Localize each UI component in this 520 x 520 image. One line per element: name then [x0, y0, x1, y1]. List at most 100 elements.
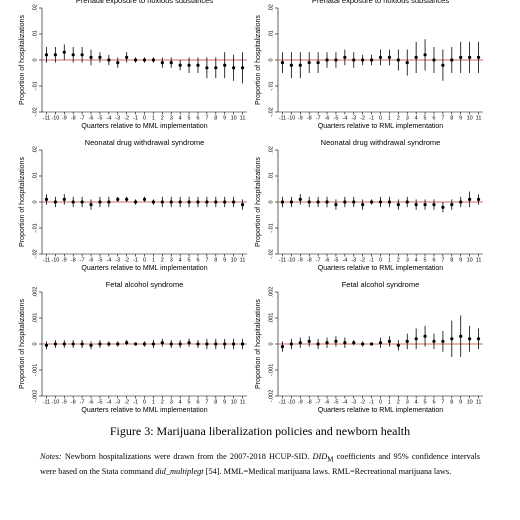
x-tick-label: -10: [51, 257, 59, 263]
point: [432, 203, 436, 207]
point: [125, 197, 129, 201]
point: [80, 53, 84, 57]
y-axis-label: Proportion of hospitalizations: [255, 157, 262, 247]
point: [280, 200, 285, 204]
x-tick-label: 7: [441, 257, 444, 263]
x-tick-label: 1: [388, 399, 391, 405]
point: [240, 342, 245, 346]
x-tick-label: -4: [106, 257, 111, 263]
panel: Neonatal drug withdrawal syndrome -.02 -.0…: [19, 138, 247, 272]
x-tick-label: -9: [62, 115, 67, 121]
x-tick-label: -8: [71, 399, 76, 405]
x-tick-label: 10: [231, 399, 237, 405]
y-tick-label: .01: [32, 30, 38, 38]
x-tick-label: -7: [80, 115, 85, 121]
x-tick-label: 5: [188, 399, 191, 405]
y-tick-label: -.02: [32, 249, 38, 258]
point: [334, 203, 338, 207]
notes-term: DID: [312, 452, 328, 461]
y-tick-label: .01: [268, 172, 274, 180]
x-tick-label: 1: [152, 257, 155, 263]
point: [307, 200, 311, 204]
x-tick-label: 5: [188, 115, 191, 121]
x-tick-label: 0: [143, 115, 146, 121]
y-tick-label: 0: [268, 342, 274, 345]
point: [307, 339, 311, 343]
x-tick-label: -10: [51, 399, 59, 405]
x-tick-label: 9: [223, 399, 226, 405]
x-tick-label: -3: [115, 399, 120, 405]
y-tick-label: -.02: [268, 107, 274, 116]
point: [44, 343, 49, 347]
point: [476, 337, 481, 341]
caption: Figure 3: Marijuana liberalization polic…: [109, 424, 411, 438]
y-tick-label: .02: [268, 4, 274, 12]
point: [98, 55, 102, 60]
x-tick-label: 6: [432, 399, 435, 405]
point: [441, 205, 445, 209]
x-tick-label: -10: [287, 257, 295, 263]
panel: Prenatal exposure to noxious substances -…: [19, 0, 247, 130]
x-tick-label: 7: [441, 115, 444, 121]
point: [178, 63, 182, 67]
y-axis-label: Proportion of hospitalizations: [255, 299, 262, 389]
x-tick-label: -11: [43, 115, 51, 121]
x-tick-label: 11: [240, 257, 246, 263]
point: [71, 200, 75, 204]
x-tick-label: 3: [406, 257, 409, 263]
point: [178, 200, 182, 204]
point: [450, 203, 454, 207]
x-axis-label: Quarters relative to MML implementation: [81, 265, 207, 272]
y-tick-label: .02: [268, 146, 274, 154]
point: [405, 61, 409, 65]
x-tick-label: -6: [89, 115, 94, 121]
point: [396, 343, 400, 347]
x-tick-label: -4: [106, 115, 111, 121]
point: [361, 203, 365, 207]
point: [107, 58, 111, 62]
x-tick-label: -11: [43, 399, 51, 405]
notes-label: Notes:: [40, 452, 62, 461]
point: [316, 342, 320, 346]
x-tick-label: 9: [459, 115, 462, 121]
point: [223, 63, 227, 67]
point: [334, 339, 338, 343]
x-tick-label: 8: [214, 115, 217, 121]
point: [369, 342, 374, 346]
x-tick-label: -2: [124, 115, 129, 121]
x-tick-label: -4: [106, 399, 111, 405]
x-tick-label: 7: [441, 399, 444, 405]
point: [298, 63, 302, 67]
x-tick-label: -6: [325, 115, 330, 121]
point: [53, 342, 57, 346]
x-tick-label: -10: [51, 115, 59, 121]
point: [187, 341, 191, 345]
point: [298, 341, 302, 345]
point: [160, 61, 164, 65]
point: [369, 200, 374, 204]
point: [196, 63, 200, 67]
point: [71, 342, 75, 346]
x-tick-label: -11: [279, 115, 287, 121]
y-tick-label: 0: [32, 342, 38, 345]
point: [307, 61, 311, 65]
notes-sub: M: [327, 456, 334, 464]
point: [133, 200, 138, 204]
point: [214, 66, 218, 70]
point: [352, 341, 356, 345]
point: [405, 200, 409, 204]
point: [325, 341, 329, 345]
x-tick-label: 0: [143, 399, 146, 405]
point: [387, 200, 392, 204]
point: [62, 50, 66, 54]
y-tick-label: 0: [32, 200, 38, 203]
y-tick-label: -.001: [268, 364, 274, 377]
x-tick-label: 3: [170, 257, 173, 263]
x-tick-label: -1: [369, 399, 374, 405]
x-tick-label: 2: [161, 257, 164, 263]
x-tick-label: 5: [188, 257, 191, 263]
point: [369, 58, 374, 62]
x-tick-label: 5: [424, 257, 427, 263]
x-tick-label: -5: [333, 399, 338, 405]
y-tick-label: -.001: [32, 364, 38, 377]
